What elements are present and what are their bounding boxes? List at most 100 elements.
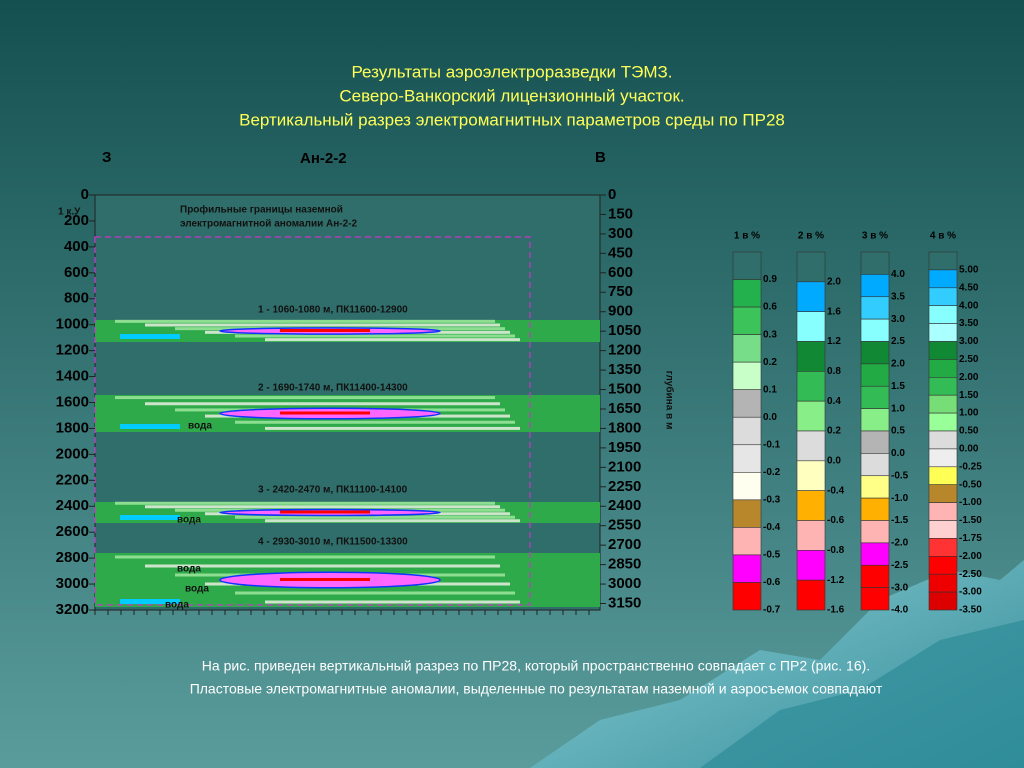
right-tick-label: 1950 — [608, 439, 641, 456]
right-tick-label: 3000 — [608, 575, 641, 592]
legend-label: -1.2 — [827, 575, 845, 586]
legend-swatch — [796, 311, 826, 342]
legend-swatch — [796, 579, 826, 611]
left-tick-label: 1000 — [56, 316, 89, 333]
caption-line: На рис. приведен вертикальный разрез по … — [202, 658, 870, 674]
legend-label: 0.6 — [763, 302, 777, 313]
anomaly-core — [280, 510, 370, 514]
right-tick-label: 150 — [608, 205, 633, 222]
legend-swatch — [928, 430, 958, 450]
right-tick-label: 2250 — [608, 478, 641, 495]
legend-swatch — [796, 430, 826, 462]
legend-label: 0.5 — [891, 426, 905, 437]
legend-label: -0.4 — [827, 485, 845, 496]
right-axis-label: глубина в м — [663, 371, 675, 430]
band-stripe — [265, 519, 520, 523]
right-tick-label: 1800 — [608, 419, 641, 436]
legend-label: -4.0 — [891, 605, 909, 616]
legend-label: -0.6 — [763, 577, 781, 588]
water-label: вода — [185, 584, 209, 595]
band-stripe — [265, 600, 520, 604]
right-tick-label: 1650 — [608, 400, 641, 417]
left-tick-label: 0 — [81, 186, 89, 203]
corner-label: 1 к.У — [58, 207, 81, 218]
right-tick-label: 2550 — [608, 517, 641, 534]
title-line: Вертикальный разрез электромагнитных пар… — [239, 110, 785, 129]
band-stripe — [145, 505, 500, 509]
left-tick-label: 1600 — [56, 393, 89, 410]
legend-label: -3.50 — [959, 605, 982, 616]
left-tick-label: 1800 — [56, 419, 89, 436]
legend-label: 0.4 — [827, 396, 841, 407]
legend-label: -2.5 — [891, 560, 909, 571]
right-tick-label: 450 — [608, 244, 633, 261]
anomaly-core — [280, 578, 370, 581]
legend-swatch — [860, 542, 890, 566]
left-tick-label: 1200 — [56, 342, 89, 359]
band-stripe — [145, 323, 500, 327]
east-label: В — [595, 149, 606, 166]
legend-swatch — [860, 408, 890, 432]
legend-label: -1.0 — [891, 493, 909, 504]
legend-swatch — [928, 466, 958, 485]
legend-swatch — [796, 281, 826, 312]
band-stripe — [145, 564, 500, 568]
legend-swatch — [732, 416, 762, 446]
legend-swatch — [928, 251, 958, 271]
legend-swatch — [732, 306, 762, 335]
legend-label: 0.1 — [763, 384, 777, 395]
legend-swatch — [860, 587, 890, 611]
left-tick-label: 2800 — [56, 549, 89, 566]
legend-swatch — [928, 502, 958, 521]
legend-label: 3.0 — [891, 314, 905, 325]
right-tick-label: 2700 — [608, 536, 641, 553]
legend-label: -1.6 — [827, 605, 845, 616]
right-tick-label: 3150 — [608, 594, 641, 611]
legend-label: 2.50 — [959, 354, 979, 365]
layer-label: 2 - 1690-1740 м, ПК11400-14300 — [258, 383, 408, 394]
water-zone — [120, 424, 180, 429]
legend-swatch — [732, 472, 762, 501]
left-tick-label: 600 — [64, 264, 89, 281]
legend-label: 4.50 — [959, 282, 979, 293]
legend-label: -0.5 — [891, 470, 909, 481]
legend-label: -0.1 — [763, 439, 781, 450]
legend-label: 0.50 — [959, 426, 979, 437]
right-tick-label: 2400 — [608, 497, 641, 514]
band-stripe — [265, 338, 520, 342]
band-stripe — [115, 396, 495, 400]
legend-swatch — [928, 484, 958, 503]
legend-label: 2.0 — [891, 359, 905, 370]
legend-swatch — [928, 520, 958, 539]
legend-label: -0.25 — [959, 461, 982, 472]
legend-label: -0.3 — [763, 494, 781, 505]
water-label: вода — [188, 421, 212, 432]
legend-swatch — [860, 453, 890, 477]
legend-label: 0.0 — [763, 412, 777, 423]
legend-swatch — [732, 582, 762, 611]
right-tick-label: 1200 — [608, 342, 641, 359]
right-tick-label: 900 — [608, 303, 633, 320]
band-stripe — [235, 515, 515, 519]
right-tick-label: 1350 — [608, 361, 641, 378]
legend-label: 0.0 — [827, 455, 841, 466]
legend-label: 2.00 — [959, 372, 979, 383]
legend-label: 2.5 — [891, 336, 905, 347]
legend-swatch — [860, 564, 890, 588]
legend-swatch — [860, 296, 890, 320]
legend-swatch — [732, 499, 762, 528]
legend-label: 3.5 — [891, 291, 905, 302]
legend-swatch — [732, 389, 762, 418]
legend-swatch — [732, 361, 762, 390]
band-stripe — [115, 501, 495, 505]
legend-swatch — [928, 448, 958, 468]
band-stripe — [145, 402, 500, 406]
legend-label: -0.7 — [763, 605, 781, 616]
legend-label: -3.0 — [891, 582, 909, 593]
band-stripe — [115, 319, 495, 323]
layer-label: 3 - 2420-2470 м, ПК11100-14100 — [258, 485, 408, 496]
legend-label: -1.50 — [959, 515, 982, 526]
legend-swatch — [796, 251, 826, 283]
legend-label: 0.9 — [763, 274, 777, 285]
legend-swatch — [796, 400, 826, 432]
